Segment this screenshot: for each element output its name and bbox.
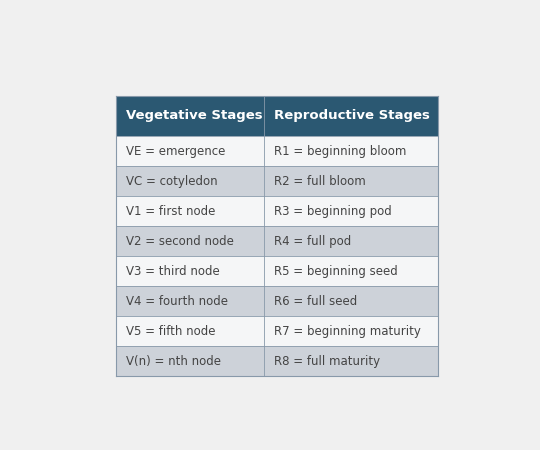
Text: V1 = first node: V1 = first node [126, 205, 215, 218]
Bar [116, 346, 438, 376]
Text: VC = cotyledon: VC = cotyledon [126, 175, 218, 188]
Bar [116, 316, 438, 346]
Bar [116, 95, 438, 136]
Text: R6 = full seed: R6 = full seed [274, 295, 357, 308]
Bar [116, 95, 438, 376]
Text: V4 = fourth node: V4 = fourth node [126, 295, 228, 308]
Text: R7 = beginning maturity: R7 = beginning maturity [274, 325, 421, 338]
Bar [116, 136, 438, 166]
Bar [116, 166, 438, 196]
Text: V(n) = nth node: V(n) = nth node [126, 355, 221, 368]
Bar [116, 256, 438, 286]
Text: R4 = full pod: R4 = full pod [274, 234, 352, 248]
Text: R8 = full maturity: R8 = full maturity [274, 355, 381, 368]
Bar [116, 196, 438, 226]
Text: Vegetative Stages: Vegetative Stages [126, 109, 263, 122]
Text: V3 = third node: V3 = third node [126, 265, 220, 278]
Bar [116, 286, 438, 316]
Bar [116, 226, 438, 256]
Text: R3 = beginning pod: R3 = beginning pod [274, 205, 392, 218]
Text: V2 = second node: V2 = second node [126, 234, 234, 248]
Text: R1 = beginning bloom: R1 = beginning bloom [274, 144, 407, 158]
Text: R5 = beginning seed: R5 = beginning seed [274, 265, 398, 278]
Text: VE = emergence: VE = emergence [126, 144, 226, 158]
Text: V5 = fifth node: V5 = fifth node [126, 325, 215, 338]
Text: R2 = full bloom: R2 = full bloom [274, 175, 366, 188]
Text: Reproductive Stages: Reproductive Stages [274, 109, 430, 122]
